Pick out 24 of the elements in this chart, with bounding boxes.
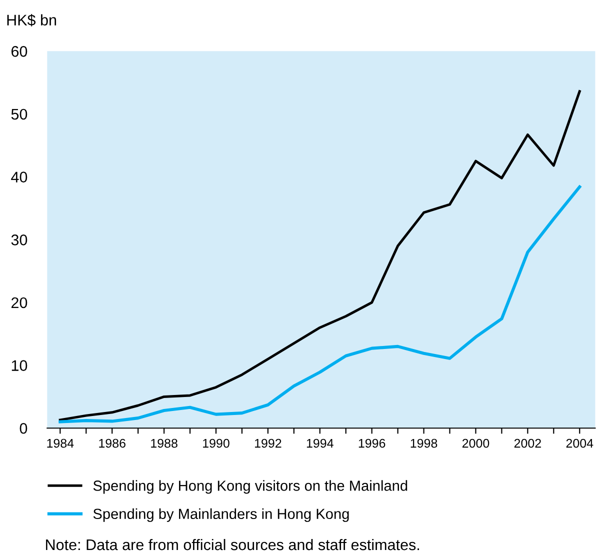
text: Note: Data are from official sources and staff estimates. (46, 538, 420, 550)
x-tick-label: 1994 (306, 438, 334, 448)
line-series (58, 90, 581, 422)
x-tick-label: 1990 (203, 438, 230, 448)
y-tick-label: 10 (12, 360, 28, 371)
x-tick-label: 1986 (99, 438, 126, 448)
y-tick-label: 20 (11, 297, 28, 308)
legend-label: Spending by Hong Kong visitors on the Mainland (93, 480, 408, 494)
line-series (58, 185, 582, 424)
y-axis-title: HK$ bn (7, 14, 56, 26)
x-tick-label: 1988 (151, 438, 178, 448)
x-tick-label: 2002 (514, 438, 541, 448)
y-tick-label: 0 (20, 422, 28, 434)
x-tick-label: 2004 (566, 438, 594, 448)
x-tick-label: 1992 (254, 438, 282, 448)
y-tick-label: 60 (12, 46, 28, 57)
y-tick-label: 40 (11, 172, 28, 182)
x-tick-label: 2000 (462, 438, 490, 448)
y-tick-label: 50 (11, 108, 28, 120)
x-tick-label: 1984 (47, 438, 74, 448)
x-tick-label: 1998 (410, 438, 438, 448)
y-tick-label: 30 (11, 234, 28, 246)
legend-label: Spending by Mainlanders in Hong Kong (93, 508, 349, 522)
x-tick-label: 1996 (358, 438, 386, 448)
